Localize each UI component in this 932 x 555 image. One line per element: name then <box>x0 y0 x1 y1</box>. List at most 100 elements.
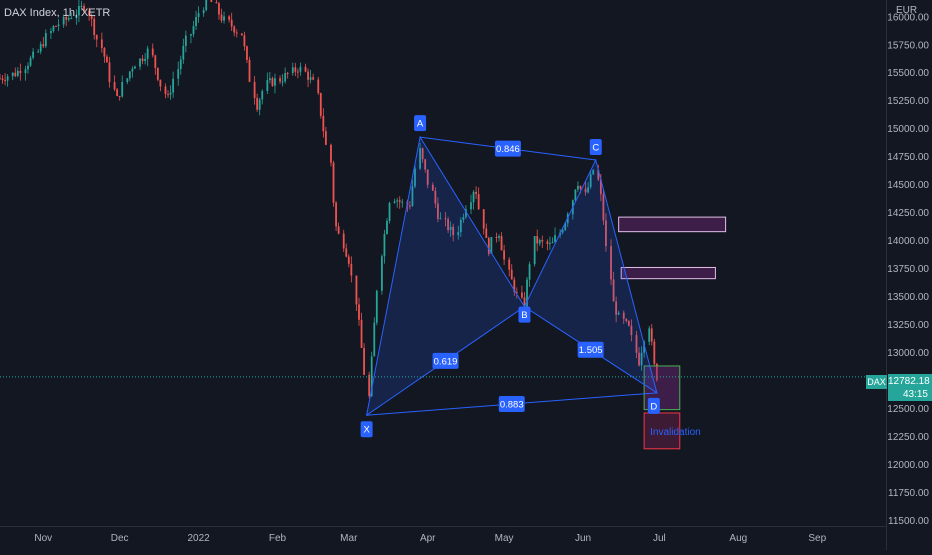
candle-body <box>113 82 116 90</box>
ratio-label: 0.846 <box>496 144 520 155</box>
candle-body <box>14 72 17 77</box>
symbol-title[interactable]: DAX Index, 1h, XETR <box>4 7 111 19</box>
ratio-label: 0.883 <box>500 400 524 411</box>
candle-body <box>411 186 414 207</box>
y-tick-label: 15500.00 <box>887 68 929 79</box>
candle-body <box>508 259 511 270</box>
candle-body <box>393 201 396 203</box>
y-tick-label: 14250.00 <box>887 208 929 219</box>
candle-body <box>291 67 294 74</box>
x-tick-label: May <box>495 533 514 544</box>
candle-body <box>228 16 231 20</box>
candle-body <box>233 26 236 33</box>
candle-body <box>100 39 103 49</box>
pattern-point-box <box>414 115 427 132</box>
candle-body <box>605 220 607 247</box>
y-tick-label: 14750.00 <box>887 152 929 163</box>
candle-body <box>52 26 55 31</box>
candle-body <box>296 71 299 73</box>
candle-body <box>248 59 251 82</box>
candle-body <box>373 322 376 357</box>
candle-body <box>617 312 620 315</box>
candle-body <box>195 17 197 27</box>
y-tick-label: 15000.00 <box>887 124 929 135</box>
candle-body <box>475 191 477 194</box>
candle-body <box>564 223 567 230</box>
x-tick-label: Nov <box>34 533 52 544</box>
candle-body <box>554 235 556 243</box>
candle-body <box>546 241 549 244</box>
candle-body <box>177 69 180 79</box>
candle-body <box>610 246 612 280</box>
candle-body <box>345 248 348 257</box>
candle-body <box>584 188 587 193</box>
candle-body <box>243 35 246 47</box>
candle-body <box>159 79 162 87</box>
candle-body <box>342 233 345 249</box>
candles-group <box>0 0 658 399</box>
x-tick-label: Feb <box>269 533 287 544</box>
candle-body <box>335 202 337 227</box>
candle-body <box>386 220 388 234</box>
candle-body <box>533 236 536 265</box>
candle-body <box>106 56 108 63</box>
candle-body <box>414 168 416 187</box>
candle-body <box>625 318 628 322</box>
candle-body <box>62 16 65 25</box>
candle-body <box>648 328 651 342</box>
candle-body <box>447 219 449 231</box>
candle-body <box>4 79 6 81</box>
x-tick-label: Mar <box>340 533 358 544</box>
pattern-point-box <box>360 421 373 438</box>
candle-body <box>281 81 284 83</box>
candle-body <box>67 18 70 20</box>
candle-body <box>70 18 73 20</box>
pattern-point-box <box>647 397 660 414</box>
candle-body <box>368 374 371 396</box>
pattern-point-label: X <box>363 425 370 436</box>
pattern-point-label: B <box>521 310 527 321</box>
candle-body <box>179 59 182 70</box>
candle-body <box>75 15 78 19</box>
candle-body <box>490 236 493 254</box>
candle-body <box>434 190 437 204</box>
candle-body <box>156 67 159 80</box>
candle-body <box>44 33 47 47</box>
candle-body <box>154 55 157 68</box>
candle-body <box>536 236 539 244</box>
candle-body <box>202 10 205 14</box>
y-tick-label: 14000.00 <box>887 236 929 247</box>
candle-body <box>126 78 129 83</box>
candle-body <box>268 78 271 81</box>
candle-body <box>317 79 320 94</box>
candle-body <box>521 292 523 298</box>
candle-body <box>424 159 427 170</box>
y-tick-label: 13750.00 <box>887 264 929 275</box>
candle-body <box>419 148 421 169</box>
pattern-point-label: C <box>592 143 599 154</box>
candle-body <box>472 191 475 203</box>
candle-body <box>426 169 429 185</box>
candle-body <box>29 57 32 66</box>
candle-body <box>151 48 154 56</box>
pattern-point-box <box>589 139 602 156</box>
y-tick-label: 13500.00 <box>887 292 929 303</box>
candle-body <box>0 78 1 80</box>
candle-body <box>286 73 289 75</box>
candle-body <box>470 202 472 210</box>
ratio-label: 0.619 <box>434 356 458 367</box>
candle-body <box>627 321 630 326</box>
candle-body <box>589 174 592 188</box>
candle-body <box>16 70 19 77</box>
candle-body <box>495 236 498 238</box>
candle-body <box>27 65 29 70</box>
candle-body <box>192 26 195 35</box>
candle-body <box>220 14 223 21</box>
candle-body <box>459 219 462 233</box>
candle-body <box>431 184 434 191</box>
candle-body <box>574 189 577 201</box>
candle-body <box>139 58 141 67</box>
candle-body <box>332 162 335 203</box>
